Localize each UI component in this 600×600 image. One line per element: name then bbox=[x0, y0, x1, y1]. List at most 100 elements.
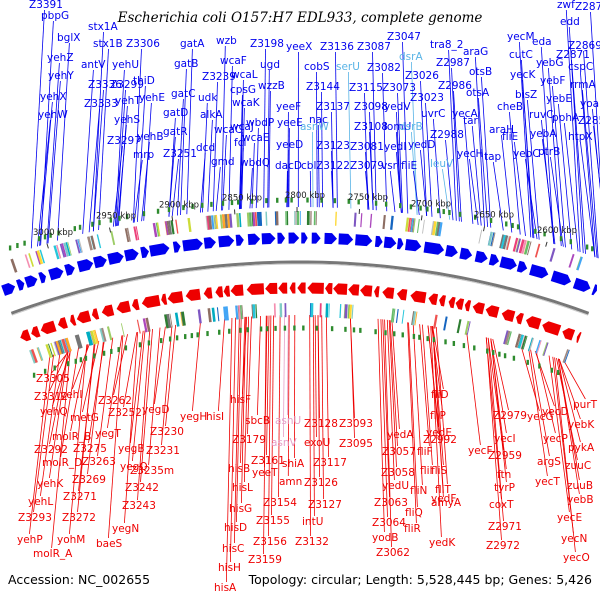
gene-label: Z3023 bbox=[410, 92, 444, 104]
gene-label: ugd bbox=[260, 59, 280, 71]
gene-label: asnV bbox=[271, 437, 298, 449]
gene-label: yehS bbox=[114, 114, 140, 126]
gene-label: wbdP bbox=[246, 117, 274, 129]
gene-label: Z3047 bbox=[387, 31, 421, 43]
gene-label: yecN bbox=[561, 533, 587, 545]
gene-label: yehQ bbox=[40, 406, 68, 418]
gene-label: Z3081 bbox=[350, 141, 384, 153]
gene-label: Z2987 bbox=[436, 57, 470, 69]
gene-label: yebC bbox=[513, 148, 540, 160]
gene-label: Z3251 bbox=[163, 148, 197, 160]
gene-label: hisG bbox=[229, 503, 252, 515]
gene-label: Z3275 bbox=[73, 443, 107, 455]
gene-label: yeeE bbox=[277, 117, 303, 129]
gene-label: wcaC bbox=[214, 124, 242, 136]
gene-label: Z3122 bbox=[316, 160, 350, 172]
gene-label: fliN bbox=[410, 485, 427, 497]
gene-label: hisC bbox=[222, 543, 244, 555]
gene-label: yecG bbox=[527, 411, 554, 423]
gene-label: Z3064 bbox=[372, 517, 406, 529]
gene-label: wbdQ bbox=[240, 157, 270, 169]
gene-label: yedD bbox=[408, 139, 435, 151]
gene-label: stx1B bbox=[93, 38, 123, 50]
gene-label: hisF bbox=[230, 394, 251, 406]
gene-label: wcaK bbox=[232, 97, 261, 109]
gene-label: yedA bbox=[387, 429, 414, 441]
gene-label: nac bbox=[309, 114, 328, 126]
gene-label: Z2988 bbox=[430, 129, 464, 141]
gene-label: yedU bbox=[382, 480, 409, 492]
gene-label: yehI bbox=[60, 389, 82, 401]
gene-label: Z3123 bbox=[316, 140, 350, 152]
gene-label: wcaJ bbox=[230, 121, 254, 133]
gene-label: lomU bbox=[384, 121, 411, 133]
gene-label: fliE bbox=[502, 131, 518, 143]
gene-label: yecA bbox=[452, 108, 478, 120]
gene-label: htpX bbox=[568, 131, 593, 143]
gene-label: Z3093 bbox=[339, 418, 373, 430]
gene-label: dsrA bbox=[399, 51, 423, 63]
gene-label: Z3262 bbox=[98, 395, 132, 407]
gene-label: yebB bbox=[567, 494, 594, 506]
gene-label: molR_D bbox=[42, 457, 82, 469]
gene-label: Z3235m bbox=[130, 465, 174, 477]
gene-label: Z3252 bbox=[108, 407, 142, 419]
gene-label: pbpG bbox=[41, 10, 69, 22]
gene-label: Z2869 bbox=[568, 40, 600, 52]
gene-label: yegN bbox=[112, 523, 139, 535]
gene-label: yehL bbox=[28, 496, 53, 508]
kbp-tick-label: 2750 kbp bbox=[348, 193, 388, 203]
kbp-ticks: 3000 kbp 2950 kbp 2900 kbp 2850 kbp 2800 kbp… bbox=[33, 191, 577, 249]
kbp-tick-label: 3000 kbp bbox=[33, 228, 73, 238]
gene-label: Z3297 bbox=[107, 135, 141, 147]
accession-text: Accession: NC_002655 bbox=[8, 572, 151, 587]
gene-label: Z3087 bbox=[357, 41, 391, 53]
gene-label: fliS bbox=[431, 465, 448, 477]
gene-label: yegT bbox=[95, 428, 121, 440]
gene-label: fliD bbox=[431, 389, 449, 401]
gene-label: purT bbox=[573, 399, 598, 411]
gene-label: sbcB bbox=[245, 415, 270, 427]
gene-label: yehE bbox=[139, 92, 165, 104]
gene-label: dcd bbox=[196, 142, 215, 154]
forward-category-band bbox=[10, 210, 583, 273]
gene-label: Z3230 bbox=[150, 426, 184, 438]
gene-label: tap bbox=[484, 151, 502, 163]
gene-label: wcaE bbox=[242, 132, 269, 144]
gene-label: ruvC bbox=[529, 109, 554, 121]
gene-label: leuV bbox=[430, 158, 454, 170]
gene-label: molR_B bbox=[52, 431, 91, 443]
gene-label: dacD bbox=[275, 160, 302, 172]
gene-label: serU bbox=[336, 61, 360, 73]
gene-label: yedF bbox=[431, 493, 456, 505]
gene-label: Z3156 bbox=[253, 536, 287, 548]
gene-label: fliQ bbox=[405, 507, 423, 519]
gene-label: otsB bbox=[469, 66, 492, 78]
gene-label: yegQ bbox=[120, 461, 148, 473]
gene-label: fliF bbox=[417, 446, 433, 458]
gene-label: yebE bbox=[546, 93, 572, 105]
gene-label: yecD bbox=[542, 406, 569, 418]
gene-label: Z3026 bbox=[405, 70, 439, 82]
gene-label: cobS bbox=[304, 61, 330, 73]
gene-label: edd bbox=[560, 16, 580, 28]
gene-label: dsrB bbox=[399, 121, 423, 133]
gene-label: hisB bbox=[228, 463, 250, 475]
gene-label: Z2992 bbox=[423, 434, 457, 446]
gene-label: pykA bbox=[568, 442, 595, 454]
topology-summary: Topology: circular; Length: 5,528,445 bp… bbox=[248, 572, 592, 587]
gene-label: Z3144 bbox=[306, 81, 340, 93]
gene-label: cbl bbox=[301, 160, 316, 172]
gene-label: uvrC bbox=[421, 108, 446, 120]
gene-label: cheB bbox=[497, 101, 523, 113]
reverse-leader-lines bbox=[29, 315, 586, 583]
gene-label: yehP bbox=[17, 534, 43, 546]
gene-label: bisZ bbox=[515, 89, 537, 101]
gene-label: Z3336 bbox=[88, 79, 122, 91]
gene-label: cpsG bbox=[230, 84, 256, 96]
gene-label: Z3058 bbox=[381, 467, 415, 479]
gene-label: Z3062 bbox=[376, 547, 410, 559]
gene-label: exoU bbox=[304, 437, 330, 449]
gene-label: Z3128 bbox=[304, 418, 338, 430]
